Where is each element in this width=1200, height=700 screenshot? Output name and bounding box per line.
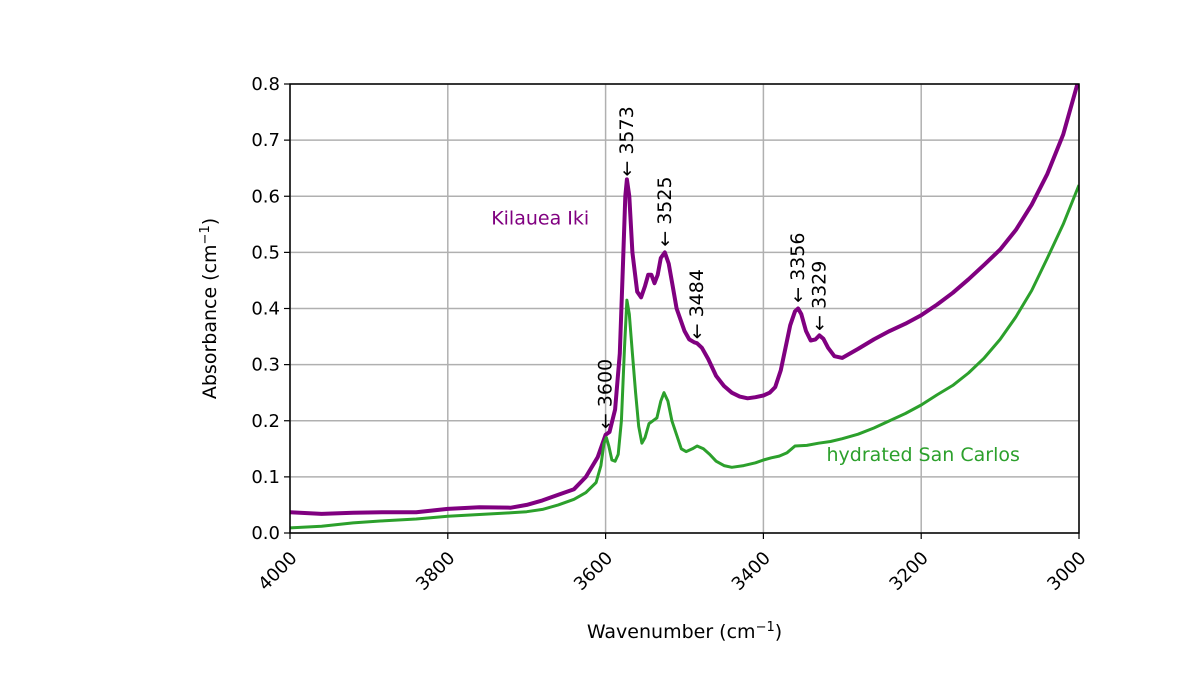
x-tick-label: 3000 <box>1043 548 1090 595</box>
x-tick-label: 3400 <box>728 548 775 595</box>
series-label: hydrated San Carlos <box>827 444 1020 466</box>
x-tick-label: 3200 <box>885 548 932 595</box>
x-axis-label: Wavenumber (cm−1) <box>587 620 782 644</box>
y-axis-label: Absorbance (cm−1) <box>198 218 222 399</box>
peak-annotation: ← 3573 <box>616 106 638 176</box>
series-line-hydrated-san-carlos <box>290 184 1079 530</box>
series-line-kilauea-iki <box>290 84 1079 516</box>
series-labels: Kilauea Iki hydrated San Carlos <box>491 207 1020 466</box>
peak-annotation: ← 3484 <box>686 269 708 339</box>
x-axis-ticks: 4000 3800 3600 3400 3200 3000 <box>254 533 1091 595</box>
y-tick-label: 0.7 <box>251 130 280 151</box>
y-tick-label: 0.6 <box>251 186 280 207</box>
y-tick-label: 0.8 <box>251 74 280 95</box>
y-tick-label: 0.3 <box>251 355 280 376</box>
peak-annotation: ← 3600 <box>595 359 617 429</box>
y-tick-label: 0.0 <box>251 523 280 544</box>
y-tick-label: 0.1 <box>251 467 280 488</box>
x-tick-label: 3800 <box>412 548 459 595</box>
x-tick-label: 4000 <box>254 548 301 595</box>
y-axis-ticks: 0.0 0.1 0.2 0.3 0.4 0.5 0.6 0.7 0.8 <box>251 74 290 544</box>
x-tick-label: 3600 <box>570 548 617 595</box>
peak-annotation: ← 3525 <box>654 176 676 246</box>
y-tick-label: 0.4 <box>251 299 280 320</box>
y-tick-label: 0.2 <box>251 411 280 432</box>
peak-annotation: ← 3329 <box>808 261 830 331</box>
series-group <box>290 84 1079 530</box>
peak-annotations: ← 3600 ← 3573 ← 3525 ← 3484 ← 3356 ← 3329 <box>595 106 831 429</box>
series-label: Kilauea Iki <box>491 207 589 229</box>
y-tick-label: 0.5 <box>251 242 280 263</box>
peak-annotation: ← 3356 <box>787 233 809 303</box>
